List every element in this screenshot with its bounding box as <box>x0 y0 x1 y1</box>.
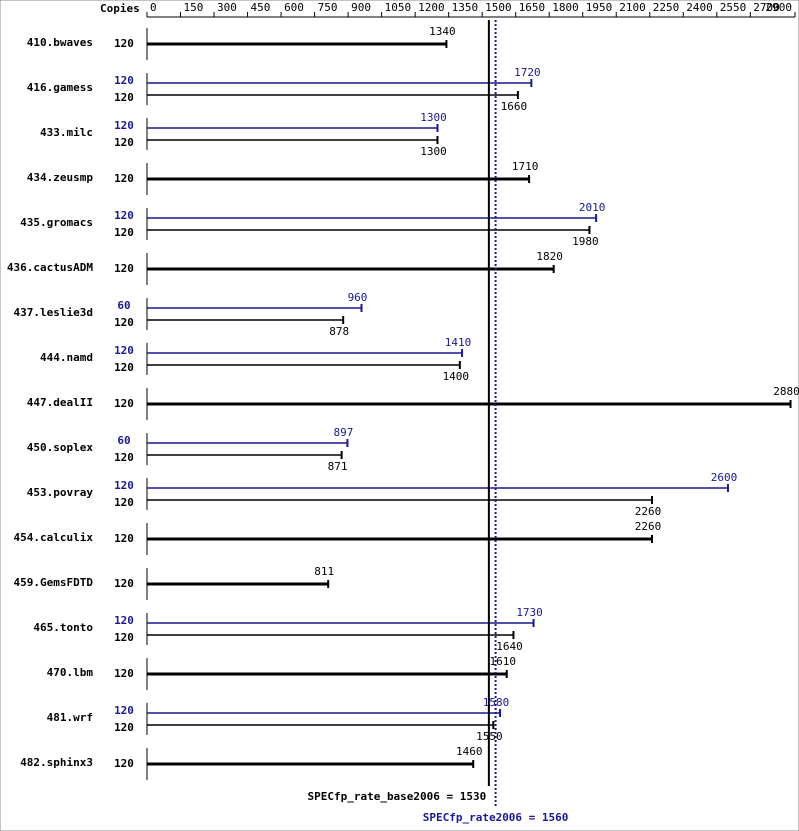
copies-header: Copies <box>100 2 140 15</box>
peak-copies: 120 <box>114 479 134 492</box>
peak-value-label: 2600 <box>711 471 738 484</box>
x-tick-label: 0 <box>150 1 157 14</box>
peak-copies: 120 <box>114 704 134 717</box>
x-tick-label: 1350 <box>452 1 479 14</box>
benchmark-label: 453.povray <box>27 486 94 499</box>
base-copies: 120 <box>114 37 134 50</box>
base-value-label: 2260 <box>635 520 662 533</box>
benchmark-label: 434.zeusmp <box>27 171 94 184</box>
x-tick-label: 1800 <box>552 1 579 14</box>
x-tick-label: 2400 <box>686 1 713 14</box>
benchmark-label: 470.lbm <box>47 666 94 679</box>
peak-copies: 60 <box>117 434 130 447</box>
x-tick-label: 2100 <box>619 1 646 14</box>
x-tick-label: 2250 <box>653 1 680 14</box>
base-copies: 120 <box>114 451 134 464</box>
x-tick-label: 2700 <box>753 1 780 14</box>
benchmark-label: 437.leslie3d <box>14 306 93 319</box>
x-tick-label: 1200 <box>418 1 445 14</box>
base-copies: 120 <box>114 316 134 329</box>
base-copies: 120 <box>114 226 134 239</box>
base-copies: 120 <box>114 757 134 770</box>
x-tick-label: 2550 <box>720 1 747 14</box>
base-copies: 120 <box>114 136 134 149</box>
base-copies: 120 <box>114 397 134 410</box>
benchmark-label: 416.gamess <box>27 81 93 94</box>
base-value-label: 1300 <box>420 145 447 158</box>
peak-value-label: 1730 <box>516 606 543 619</box>
base-value-label: 871 <box>328 460 348 473</box>
base-value-label: 2260 <box>635 505 662 518</box>
peak-value-label: 2010 <box>579 201 606 214</box>
peak-reference-label: SPECfp_rate2006 = 1560 <box>423 811 569 824</box>
base-value-label: 1400 <box>443 370 470 383</box>
peak-value-label: 897 <box>333 426 353 439</box>
base-copies: 120 <box>114 262 134 275</box>
base-copies: 120 <box>114 496 134 509</box>
base-copies: 120 <box>114 172 134 185</box>
x-tick-label: 450 <box>251 1 271 14</box>
peak-copies: 120 <box>114 614 134 627</box>
benchmark-label: 435.gromacs <box>20 216 93 229</box>
x-tick-label: 2900 <box>766 1 793 14</box>
base-copies: 120 <box>114 721 134 734</box>
x-tick-label: 150 <box>184 1 204 14</box>
peak-copies: 120 <box>114 119 134 132</box>
benchmark-label: 436.cactusADM <box>7 261 93 274</box>
x-tick-label: 300 <box>217 1 237 14</box>
base-copies: 120 <box>114 667 134 680</box>
base-value-label: 1640 <box>496 640 523 653</box>
base-copies: 120 <box>114 631 134 644</box>
x-tick-label: 1950 <box>586 1 613 14</box>
benchmark-label: 410.bwaves <box>27 36 93 49</box>
benchmark-label: 433.milc <box>40 126 93 139</box>
peak-value-label: 1720 <box>514 66 541 79</box>
x-tick-label: 900 <box>351 1 371 14</box>
peak-copies: 120 <box>114 74 134 87</box>
base-value-label: 1980 <box>572 235 599 248</box>
base-value-label: 1340 <box>429 25 456 38</box>
peak-value-label: 1300 <box>420 111 447 124</box>
base-value-label: 1460 <box>456 745 483 758</box>
base-copies: 120 <box>114 577 134 590</box>
benchmark-label: 459.GemsFDTD <box>14 576 94 589</box>
base-value-label: 1820 <box>536 250 563 263</box>
x-tick-label: 1500 <box>485 1 512 14</box>
peak-value-label: 960 <box>348 291 368 304</box>
base-value-label: 2880 <box>773 385 799 398</box>
benchmark-label: 465.tonto <box>33 621 93 634</box>
x-tick-label: 600 <box>284 1 304 14</box>
base-value-label: 1710 <box>512 160 539 173</box>
base-copies: 120 <box>114 361 134 374</box>
base-value-label: 878 <box>329 325 349 338</box>
peak-copies: 120 <box>114 344 134 357</box>
benchmark-label: 481.wrf <box>47 711 93 724</box>
base-value-label: 1660 <box>501 100 528 113</box>
x-tick-label: 1650 <box>519 1 546 14</box>
base-reference-label: SPECfp_rate_base2006 = 1530 <box>307 790 486 803</box>
peak-copies: 60 <box>117 299 130 312</box>
base-copies: 120 <box>114 532 134 545</box>
x-tick-label: 1050 <box>385 1 412 14</box>
peak-copies: 120 <box>114 209 134 222</box>
peak-value-label: 1410 <box>445 336 472 349</box>
base-value-label: 811 <box>314 565 334 578</box>
benchmark-label: 482.sphinx3 <box>20 756 93 769</box>
base-copies: 120 <box>114 91 134 104</box>
benchmark-label: 454.calculix <box>14 531 94 544</box>
x-tick-label: 750 <box>318 1 338 14</box>
base-value-label: 1610 <box>490 655 517 668</box>
benchmark-label: 450.soplex <box>27 441 94 454</box>
benchmark-label: 447.dealII <box>27 396 93 409</box>
benchmark-label: 444.namd <box>40 351 93 364</box>
